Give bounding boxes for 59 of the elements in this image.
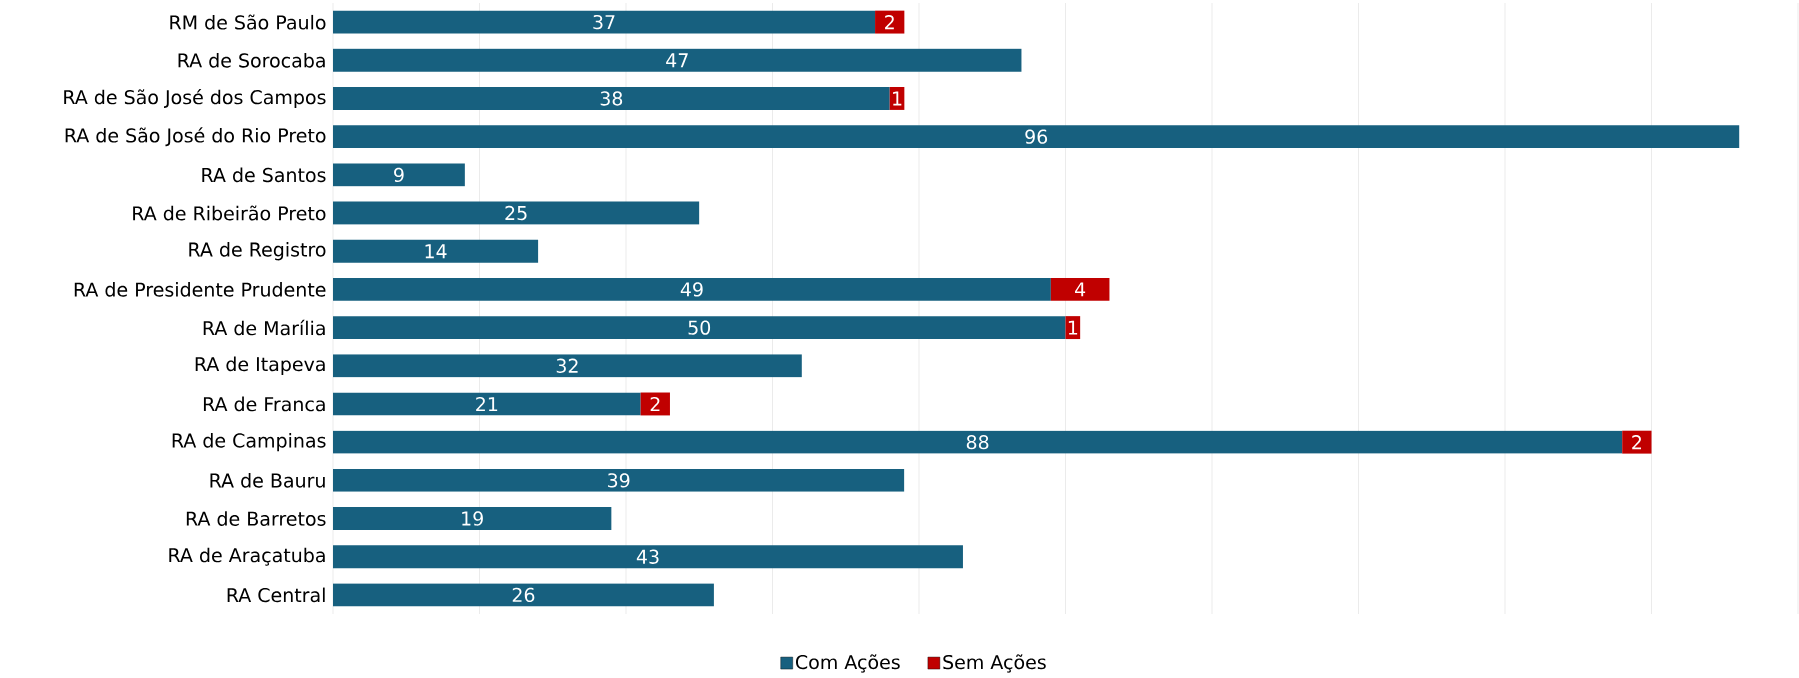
data-label: 9: [394, 167, 404, 183]
y-tick-label: RA de Presidente Prudente: [74, 282, 326, 297]
y-tick-label: RA de São José dos Campos: [64, 88, 326, 109]
y-tick-label: RA de São José do Rio Preto: [65, 127, 326, 147]
data-label: 1: [1068, 320, 1078, 335]
y-tick-label: RA de Registro: [189, 242, 326, 261]
y-tick-label: RA de Itapeva: [195, 356, 325, 375]
y-tick-label: RA de Barretos: [186, 511, 326, 526]
data-label: 25: [505, 205, 527, 221]
data-label: 49: [680, 282, 703, 297]
bar: [333, 468, 905, 492]
data-label: 37: [593, 14, 615, 30]
data-label: 14: [425, 244, 447, 259]
data-label: 39: [608, 473, 630, 488]
y-tick-label: RA de Santos: [202, 167, 326, 183]
bar: [333, 125, 1740, 149]
y-tick-label: RA de Sorocaba: [178, 52, 325, 68]
data-label: 21: [476, 396, 498, 412]
data-label: 2: [1632, 435, 1641, 450]
bar: [333, 507, 612, 530]
y-tick-label: RA de Araçatuba: [169, 547, 325, 566]
bar: [333, 48, 1022, 72]
data-label: 32: [556, 358, 578, 373]
bar: [333, 430, 1623, 454]
y-tick-label: RM de São Paulo: [170, 14, 326, 30]
y-tick-label: RA de Campinas: [172, 432, 326, 452]
y-tick-label: RA de Bauru: [210, 473, 325, 488]
bar: [333, 239, 539, 263]
bar: [1622, 430, 1652, 454]
y-tick-label: RA Central: [227, 587, 325, 603]
data-label: 50: [688, 320, 711, 335]
bar: [333, 354, 802, 378]
bar: [333, 277, 1051, 301]
legend-label: Sem Ações: [943, 654, 1046, 673]
data-label: 2: [885, 15, 894, 30]
data-label: 38: [600, 91, 623, 106]
bar: [333, 163, 465, 187]
data-label: 1: [893, 91, 902, 106]
data-label: 4: [1075, 282, 1086, 297]
data-label: 19: [462, 511, 483, 526]
bar: [333, 583, 714, 607]
bar: [333, 10, 876, 34]
y-tick-label: RA de Franca: [203, 396, 325, 412]
bar: [333, 87, 890, 110]
bar: [875, 10, 905, 34]
y-tick-label: RA de Ribeirão Preto: [133, 205, 326, 221]
data-label: 96: [1025, 129, 1048, 144]
y-tick-label: RA de Marília: [203, 319, 325, 336]
legend-label: Com Ações: [795, 654, 900, 673]
data-label: 88: [966, 434, 989, 450]
data-label: 43: [636, 549, 659, 564]
bar: [333, 316, 1066, 340]
bar: [333, 201, 700, 225]
bar: [333, 545, 963, 569]
data-label: 47: [666, 53, 688, 68]
data-label: 2: [650, 396, 660, 412]
bar: [1050, 277, 1110, 301]
bar: [333, 392, 641, 416]
data-label: 26: [512, 587, 535, 603]
